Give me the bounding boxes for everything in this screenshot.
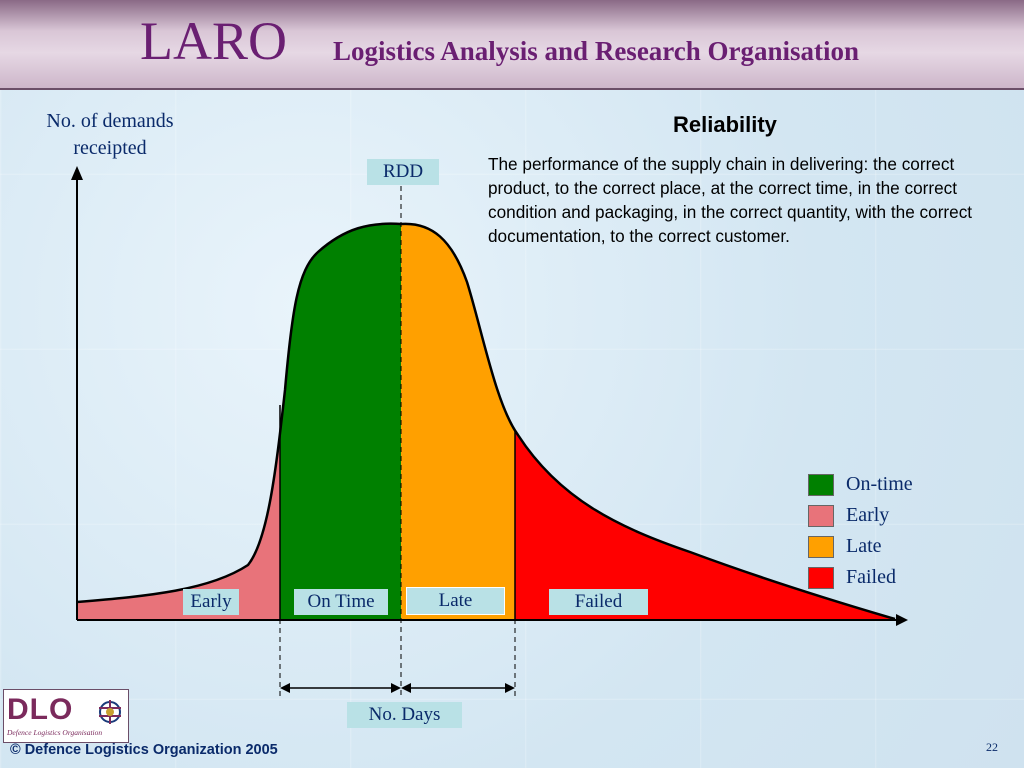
logo-letters: DLO <box>7 693 74 726</box>
header-banner: LARO Logistics Analysis and Research Org… <box>0 0 1024 90</box>
arrowhead-left-icon <box>401 683 411 693</box>
arrowhead-right-icon <box>391 683 401 693</box>
reliability-definition: The performance of the supply chain in d… <box>488 154 973 246</box>
reliability-title: Reliability <box>673 112 777 137</box>
legend-label: Failed <box>846 566 896 588</box>
legend-label: Late <box>846 535 882 557</box>
legend-label: Early <box>846 504 890 526</box>
distribution-curve <box>76 222 896 621</box>
y-axis-arrow-icon <box>71 166 83 180</box>
y-axis-label-line-1: No. of demands <box>46 110 174 132</box>
copyright-notice: © Defence Logistics Organization 2005 <box>10 742 278 758</box>
legend-swatch <box>808 567 834 589</box>
arrowhead-right-icon <box>505 683 515 693</box>
label-failed: Failed <box>549 589 648 615</box>
arrowhead-left-icon <box>280 683 290 693</box>
legend-label: On-time <box>846 473 913 495</box>
page-title: LARO <box>140 11 287 71</box>
x-axis-arrow-icon <box>896 614 908 626</box>
legend-swatch <box>808 536 834 558</box>
page-number: 22 <box>986 740 998 754</box>
label-early: Early <box>183 589 239 615</box>
legend-swatch <box>808 474 834 496</box>
emblem-icon <box>99 700 121 724</box>
legend-swatch <box>808 505 834 527</box>
label-late: Late <box>406 587 505 615</box>
y-axis-label: No. of demands receipted <box>25 108 195 162</box>
dlo-logo: DLO Defence Logistics Organisation <box>3 689 129 743</box>
rdd-label: RDD <box>367 159 439 185</box>
label-on-time: On Time <box>294 589 388 615</box>
region-on-time <box>280 223 401 619</box>
y-axis-label-line-2: receipted <box>73 137 147 159</box>
logo-subtitle: Defence Logistics Organisation <box>7 728 103 737</box>
page-subtitle: Logistics Analysis and Research Organisa… <box>333 36 860 66</box>
region-early <box>77 223 280 619</box>
x-axis-label: No. Days <box>347 702 462 728</box>
